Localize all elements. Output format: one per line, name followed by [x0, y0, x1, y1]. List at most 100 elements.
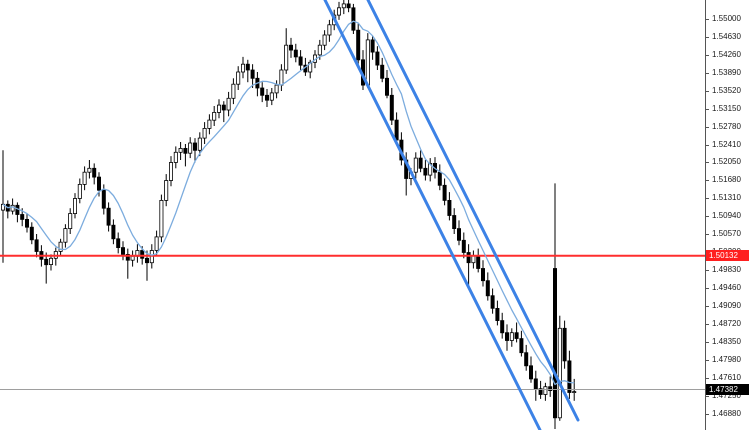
candle-body-up [213, 112, 216, 120]
candle-body-up [174, 152, 177, 162]
axis-tick [705, 91, 709, 92]
candle-body-down [117, 239, 120, 248]
candle-body-up [165, 181, 168, 201]
candle-body-down [357, 30, 360, 60]
candle-body-down [457, 229, 460, 241]
candle-body-down [184, 148, 187, 153]
candle-body-up [337, 8, 340, 15]
candle-body-up [69, 214, 72, 229]
candle-body-up [285, 45, 288, 70]
candle-body-up [558, 328, 561, 418]
candle-body-up [544, 387, 547, 395]
candle-body-up [78, 184, 81, 198]
candle-body-down [448, 200, 451, 215]
candle-body-up [11, 205, 14, 211]
axis-tick [705, 37, 709, 38]
candle-body-down [520, 339, 523, 353]
candle-body-down [141, 251, 144, 259]
resistance-line-price-tag: 1.50132 [706, 250, 749, 261]
candle-body-down [481, 269, 484, 281]
candle-body-down [121, 248, 124, 255]
candle-body-down [251, 70, 254, 78]
candle-body-down [381, 65, 384, 78]
channel-line-right[interactable] [368, 0, 578, 420]
candle-body-up [179, 148, 182, 152]
candle-body-down [261, 88, 264, 95]
candle-body-down [347, 4, 350, 8]
axis-tick [705, 360, 709, 361]
candle-body-up [208, 120, 211, 128]
candle-body-down [107, 208, 110, 225]
axis-price-label: 1.50940 [712, 212, 741, 220]
candle-body-up [189, 143, 192, 153]
candle-body-down [112, 225, 115, 239]
axis-price-label: 1.51680 [712, 176, 741, 184]
candle-body-down [568, 361, 571, 393]
candle-body-down [97, 177, 100, 190]
axis-tick [705, 216, 709, 217]
candle-body-down [45, 259, 48, 264]
candle-body-down [265, 95, 268, 100]
candle-body-down [477, 255, 480, 268]
candlestick-chart-canvas[interactable] [0, 0, 750, 430]
candle-body-up [155, 237, 158, 251]
candle-body-down [395, 120, 398, 140]
candles-group [1, 0, 575, 429]
candle-body-up [88, 168, 91, 172]
channel-line-left[interactable] [325, 0, 540, 430]
candle-body-down [462, 240, 465, 252]
candle-body-down [549, 387, 552, 391]
candle-body-up [366, 40, 369, 85]
candle-body-down [193, 143, 196, 150]
candle-body-down [294, 50, 297, 57]
candle-body-up [414, 158, 417, 172]
candle-body-up [342, 4, 345, 8]
axis-price-label: 1.47980 [712, 356, 741, 364]
candle-body-up [73, 199, 76, 214]
axis-price-label: 1.54260 [712, 51, 741, 59]
axis-price-label: 1.49830 [712, 266, 741, 274]
axis-tick [705, 109, 709, 110]
candle-body-up [49, 258, 52, 264]
axis-tick [705, 198, 709, 199]
candle-body-down [299, 57, 302, 65]
axis-tick [705, 145, 709, 146]
candle-body-down [145, 258, 148, 262]
axis-price-label: 1.47610 [712, 374, 741, 382]
candle-body-up [131, 256, 134, 260]
candle-body-up [573, 392, 576, 393]
candle-body-up [169, 163, 172, 181]
axis-tick [705, 378, 709, 379]
candle-body-up [64, 229, 67, 243]
axis-price-label: 1.46880 [712, 410, 741, 418]
axis-price-label: 1.52050 [712, 158, 741, 166]
candle-body-down [246, 64, 249, 70]
candle-body-up [83, 172, 86, 184]
axis-price-label: 1.55000 [712, 15, 741, 23]
candle-body-down [352, 8, 355, 30]
candle-body-down [424, 168, 427, 175]
candle-body-up [217, 105, 220, 112]
axis-tick [705, 55, 709, 56]
candle-body-down [21, 215, 24, 220]
axis-tick [705, 414, 709, 415]
axis-tick [705, 180, 709, 181]
axis-price-label: 1.53520 [712, 87, 741, 95]
candle-body-down [491, 296, 494, 309]
axis-tick [705, 306, 709, 307]
candle-body-up [328, 25, 331, 35]
candle-body-up [280, 70, 283, 85]
candle-body-up [323, 35, 326, 45]
axis-tick [705, 288, 709, 289]
candle-body-up [203, 128, 206, 138]
candle-body-down [515, 333, 518, 339]
candle-body-down [25, 219, 28, 227]
axis-tick [705, 73, 709, 74]
axis-tick [705, 127, 709, 128]
candle-body-down [563, 328, 566, 361]
candle-body-up [510, 333, 513, 341]
candle-body-down [102, 190, 105, 208]
candle-body-up [198, 138, 201, 150]
axis-price-label: 1.51310 [712, 194, 741, 202]
candle-body-down [385, 78, 388, 95]
